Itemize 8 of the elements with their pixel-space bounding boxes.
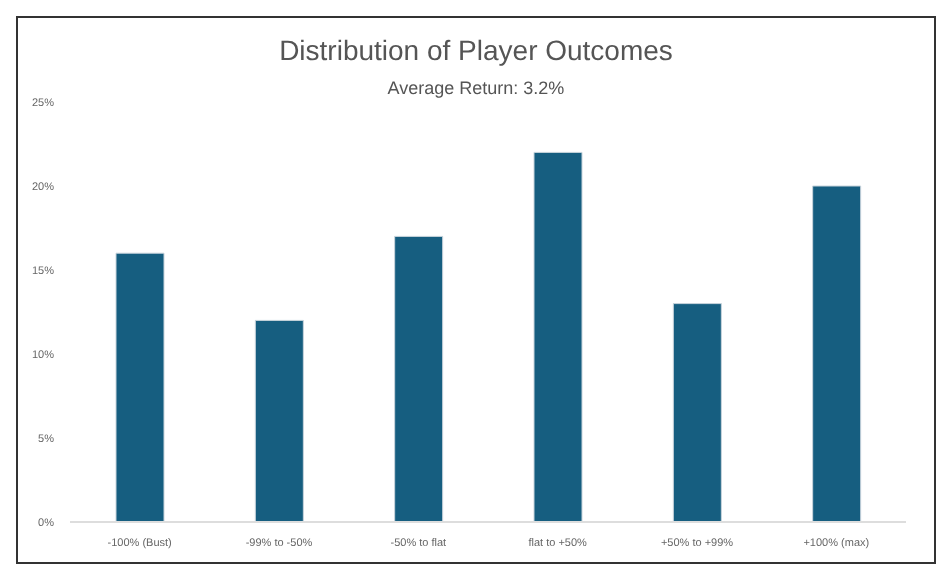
bar [394,235,444,522]
bar [812,185,862,522]
chart-subtitle: Average Return: 3.2% [385,78,567,98]
bar [254,319,304,522]
chart-title: Distribution of Player Outcomes [277,34,675,66]
bar [533,151,583,522]
bar [672,303,722,522]
bar [115,252,165,522]
